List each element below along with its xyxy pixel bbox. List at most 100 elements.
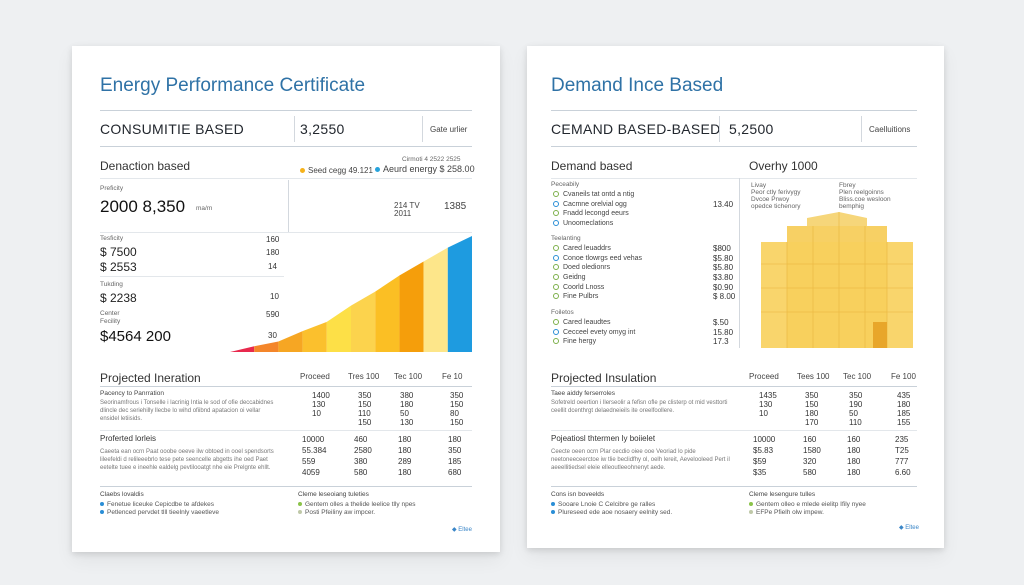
table-cell: 50: [400, 409, 409, 418]
table-cell: 435: [897, 391, 911, 400]
table-cell: 80: [450, 409, 459, 418]
table-cell: 350: [450, 391, 464, 400]
bullet-icon: [551, 502, 555, 507]
table-cell: 350: [849, 391, 863, 400]
table-cell: 155: [897, 418, 911, 427]
block-text: Ceecte oeen ocrn Plar cecdio oiee ooe Ve…: [551, 449, 730, 471]
divider: [100, 276, 284, 277]
table-cell: 380: [400, 391, 414, 400]
status-ring-icon: [553, 328, 559, 335]
list-item-value: $5.80: [713, 263, 734, 272]
sheet-title: Energy Performance Certificate: [100, 75, 366, 96]
table-cell: 580: [803, 468, 817, 477]
footer-title: Cleme leseoiang tuleties: [298, 491, 369, 498]
table-cell: 180: [847, 457, 861, 466]
table-cell: 1435: [759, 391, 777, 400]
table-cell: 460: [354, 435, 368, 444]
row-value: $ 7500: [100, 245, 137, 259]
table-cell: 180: [847, 468, 861, 477]
table-col-header: Tres 100: [348, 372, 380, 381]
kpi-value: 2000 8,350: [100, 197, 186, 216]
status-ring-icon: [553, 219, 559, 226]
certificate-sheet-demand: Demand Ince Based CEMAND BASED-BASED 5,2…: [527, 46, 944, 548]
list-item-value: $.50: [713, 318, 729, 327]
list-heading: Peceabily: [551, 181, 580, 188]
list-item-value: $800: [713, 244, 731, 253]
list-item-label: Cared leaudtes: [563, 319, 611, 326]
bullet-icon: [298, 510, 302, 515]
row-number: 180: [266, 248, 280, 257]
list-item: Cvaneils tat ontd a ntig: [553, 191, 634, 198]
list-item-value: 15.80: [713, 327, 734, 337]
section-title-right: Overhy 1000: [749, 159, 818, 173]
table-cell: T25: [895, 446, 909, 455]
building-tower: [787, 226, 887, 348]
divider: [551, 146, 917, 147]
building-door: [873, 322, 887, 348]
table-cell: 50: [849, 409, 858, 418]
status-ring-icon: [553, 293, 559, 300]
table-cell: 289: [398, 457, 412, 466]
footer-title: Cleme lesengure tulles: [749, 491, 816, 498]
table-col-header: Proceed: [300, 372, 330, 381]
building-note: Fbrey Plen reelgoinns Bliss.coe wesloon …: [839, 182, 891, 210]
table-col-header: Tec 100: [394, 372, 423, 381]
list-item-label: Unoomeclations: [563, 219, 614, 227]
legend-item-a: Seed cegg 49.121: [300, 167, 373, 175]
status-ring-icon: [553, 283, 559, 290]
legend-label: Aeurd energy $ 258.00: [383, 164, 475, 174]
chart-peak-label: 650: [450, 235, 461, 242]
list-item-label: Cecceel evety omyg int: [563, 328, 636, 336]
list-item: Fine Pulbrs: [553, 293, 598, 300]
list-item-value: $5.80: [713, 253, 734, 263]
table-cell: 580: [354, 468, 368, 477]
chart-band: [278, 331, 303, 352]
footer-item-text: Petlenced pervdet tlll tieelnly vaeetlev…: [107, 509, 220, 516]
footer-title: Cons isn boveelds: [551, 491, 605, 498]
divider: [100, 232, 472, 233]
section-title: Demand based: [551, 159, 633, 173]
divider: [861, 116, 862, 142]
table-col-header: Tec 100: [843, 372, 872, 381]
legend-swatch-blue: [375, 167, 380, 173]
table-cell: 10: [312, 409, 321, 418]
table-title: Projected Insulation: [551, 371, 657, 385]
brand-logo: ◆ Eltee: [899, 524, 919, 531]
energy-area-chart: [230, 236, 472, 352]
header-label: CEMAND BASED-BASED: [551, 121, 721, 137]
sheet-title: Demand Ince Based: [551, 75, 724, 96]
divider: [100, 110, 472, 111]
legend-note: Cirmoti 4 2522 2525: [402, 156, 461, 163]
status-ring-icon: [553, 338, 559, 345]
table-cell: 190: [849, 400, 863, 409]
legend-swatch-yellow: [300, 168, 305, 174]
status-ring-icon: [553, 274, 559, 281]
table-cell: 180: [448, 435, 462, 444]
bullet-icon: [298, 502, 302, 507]
header-note: Caelluitions: [869, 125, 911, 134]
list-item-label: Geidng: [563, 274, 586, 281]
footer-item-text: Fenetue liceuke Cepicdbe te afdekes: [107, 501, 214, 508]
kpi-unit: ma/m: [196, 205, 213, 212]
divider: [100, 486, 472, 487]
leaf-icon: ◆: [452, 527, 457, 533]
footer-item: Plureseed ede aoe nosaery eelnity sed.: [551, 509, 672, 516]
status-ring-icon: [553, 200, 559, 207]
table-cell: 350: [358, 391, 372, 400]
kpi-label: Preficity: [100, 185, 124, 192]
divider: [294, 116, 295, 142]
legend-label: Seed cegg 49.121: [308, 166, 373, 175]
legend-item-b: Aeurd energy $ 258.00: [375, 165, 475, 174]
block-text: Seorinamfrous i Tonselle i lacrinig Inti…: [100, 400, 274, 422]
footer-item: EFPe Pfielh olw impew.: [749, 509, 824, 516]
status-ring-icon: [553, 245, 559, 252]
table-col-header: Fe 10: [442, 372, 463, 381]
kpi-side-a: 214 TV: [394, 201, 420, 210]
list-item-label: Conoe tlowrgs eed vehas: [563, 254, 642, 262]
kpi-side-b: 2011: [394, 209, 412, 218]
table-cell: 110: [849, 418, 862, 427]
table-cell: 110: [358, 409, 371, 418]
block-title: Taee aiddy ferserroles: [551, 390, 615, 397]
chart-band: [326, 305, 351, 352]
table-col-header: Tees 100: [797, 372, 830, 381]
